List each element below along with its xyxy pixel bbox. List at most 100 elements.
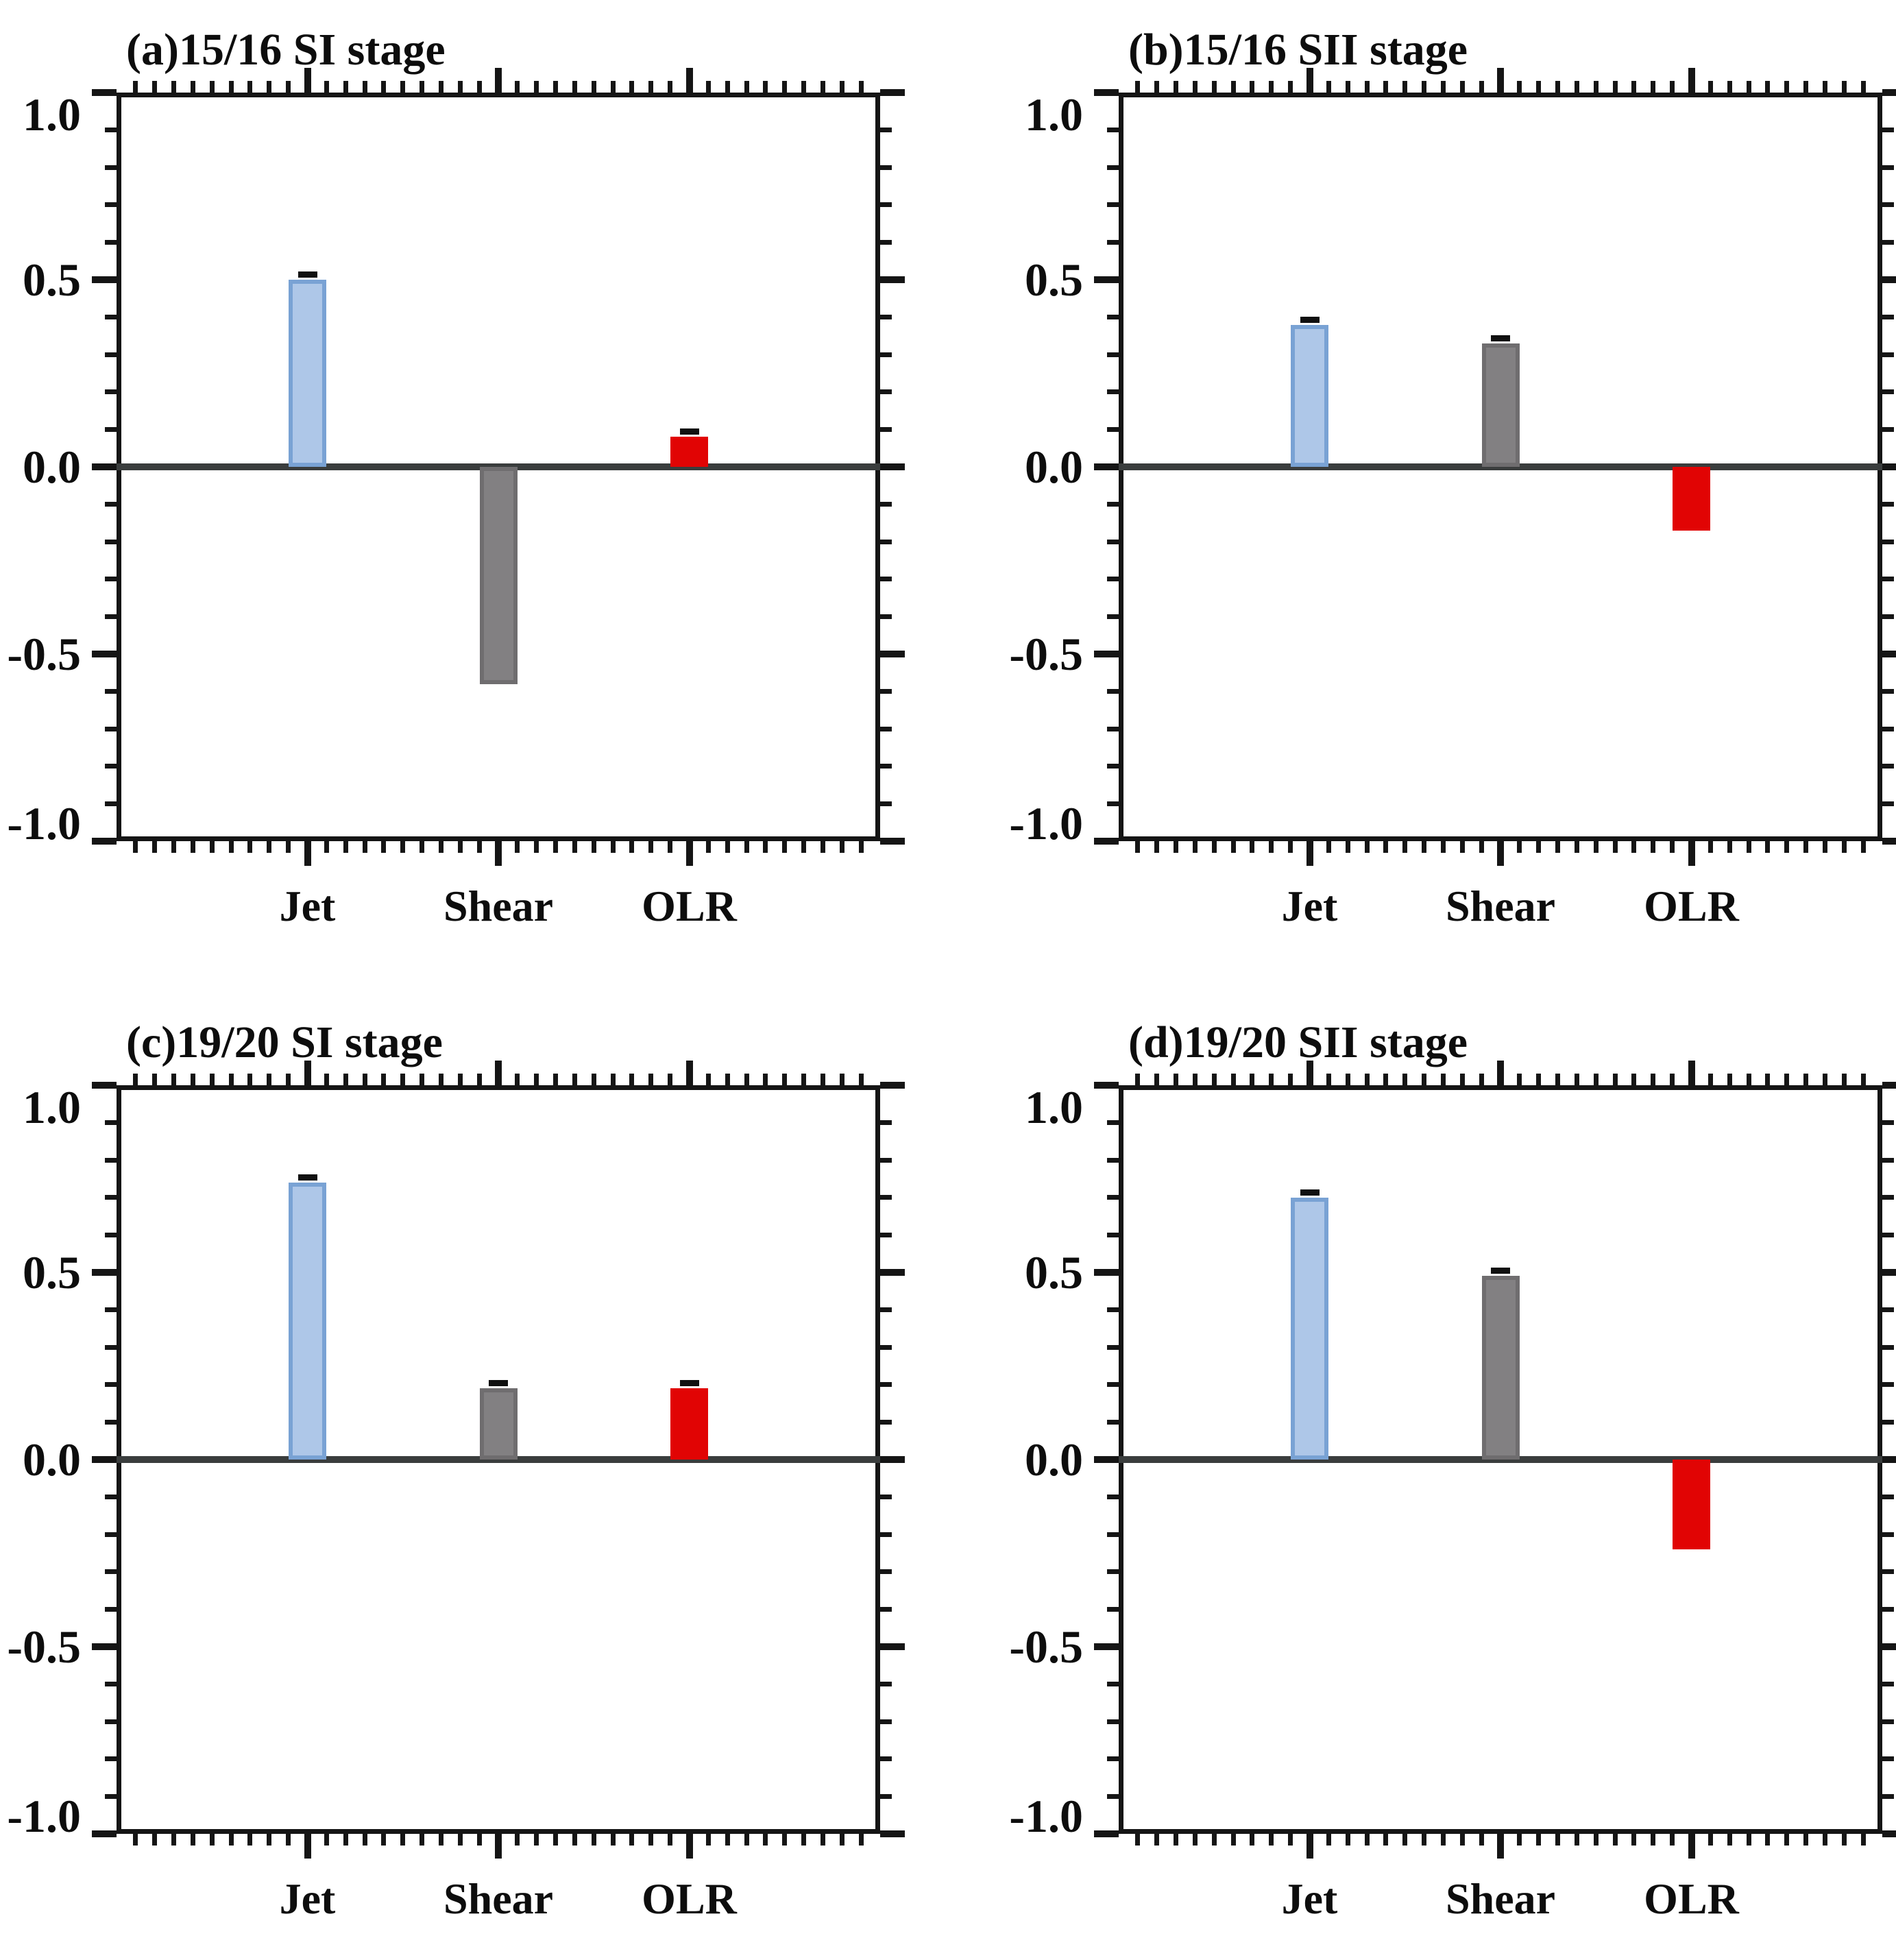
y-minor-tick — [1107, 1682, 1119, 1687]
x-minor-tick — [1402, 1834, 1408, 1846]
x-minor-tick — [1250, 1834, 1255, 1846]
bar-olr — [670, 1388, 708, 1460]
x-minor-tick — [362, 81, 367, 93]
bar-olr — [670, 437, 708, 467]
x-minor-tick — [247, 841, 253, 853]
x-minor-tick — [1593, 81, 1599, 93]
x-minor-tick — [420, 1834, 425, 1846]
x-minor-tick — [1555, 1834, 1561, 1846]
x-minor-tick — [1479, 81, 1484, 93]
x-minor-tick — [1345, 1074, 1350, 1085]
x-minor-tick — [1727, 1074, 1732, 1085]
y-tick-label: 0.5 — [23, 1246, 81, 1298]
panel-a: (a)15/16 SI stage 1.0 0.5 0.0 -0.5 -1.0 Jet Sh… — [7, 25, 905, 930]
x-minor-tick — [1860, 81, 1866, 93]
x-minor-tick — [591, 1074, 596, 1085]
x-minor-tick — [1459, 841, 1465, 853]
x-minor-tick — [629, 841, 635, 853]
y-major-tick — [1094, 838, 1119, 845]
x-minor-tick — [725, 1074, 730, 1085]
y-minor-tick — [105, 539, 117, 544]
x-minor-tick — [343, 1074, 348, 1085]
x-minor-tick — [839, 841, 844, 853]
x-major-tick — [495, 68, 502, 93]
x-minor-tick — [1803, 81, 1809, 93]
panel-d-title: (d)19/20 SII stage — [1128, 1017, 1468, 1067]
x-minor-tick — [591, 81, 596, 93]
bar-shear — [479, 467, 518, 684]
x-minor-tick — [763, 1834, 768, 1846]
y-minor-tick — [105, 577, 117, 582]
x-minor-tick — [381, 1074, 387, 1085]
x-minor-tick — [400, 1834, 406, 1846]
zero-line — [1119, 463, 1882, 470]
y-minor-tick — [1882, 1307, 1894, 1313]
x-minor-tick — [1593, 1834, 1599, 1846]
x-minor-tick — [1841, 1074, 1847, 1085]
y-minor-tick — [105, 502, 117, 507]
x-minor-tick — [534, 81, 539, 93]
y-tick-label: 1.0 — [1025, 88, 1083, 141]
y-minor-tick — [1882, 1756, 1894, 1762]
x-label-shear: Shear — [443, 1874, 553, 1923]
x-minor-tick — [247, 81, 253, 93]
y-minor-tick — [880, 801, 892, 806]
x-minor-tick — [725, 841, 730, 853]
x-minor-tick — [438, 841, 443, 853]
y-minor-tick — [880, 1793, 892, 1799]
x-major-tick — [1497, 1834, 1504, 1859]
x-minor-tick — [1593, 841, 1599, 853]
x-minor-tick — [1746, 81, 1751, 93]
panel-a-title: (a)15/16 SI stage — [126, 25, 446, 75]
error-bar-cap — [679, 428, 699, 435]
panel-b-title: (b)15/16 SII stage — [1128, 25, 1468, 75]
x-minor-tick — [1784, 1074, 1790, 1085]
x-minor-tick — [1746, 1834, 1751, 1846]
y-minor-tick — [1107, 539, 1119, 544]
x-minor-tick — [1727, 81, 1732, 93]
bar-olr — [1673, 467, 1710, 531]
zero-line — [1119, 1456, 1882, 1463]
y-minor-tick — [105, 1719, 117, 1724]
x-minor-tick — [705, 81, 711, 93]
x-minor-tick — [705, 841, 711, 853]
y-minor-tick — [880, 389, 892, 395]
x-minor-tick — [572, 841, 577, 853]
x-minor-tick — [1269, 81, 1274, 93]
y-minor-tick — [880, 1382, 892, 1388]
y-minor-tick — [1107, 1606, 1119, 1612]
bar-jet — [289, 280, 326, 467]
x-minor-tick — [515, 1074, 520, 1085]
y-major-tick — [880, 89, 905, 96]
x-minor-tick — [820, 841, 825, 853]
y-minor-tick — [1107, 1195, 1119, 1200]
y-major-tick — [1094, 1269, 1119, 1276]
y-minor-tick — [1882, 1195, 1894, 1200]
panel-b: (b)15/16 SII stage 1.0 0.5 0.0 -0.5 -1.0 Jet S… — [1009, 25, 1896, 930]
y-minor-tick — [105, 1756, 117, 1762]
y-major-tick — [1882, 1643, 1896, 1650]
x-minor-tick — [763, 841, 768, 853]
x-minor-tick — [801, 1834, 807, 1846]
y-minor-tick — [880, 1719, 892, 1724]
y-minor-tick — [105, 128, 117, 133]
y-minor-tick — [1107, 1756, 1119, 1762]
x-minor-tick — [1479, 1074, 1484, 1085]
x-major-tick — [685, 1834, 693, 1859]
x-minor-tick — [286, 1074, 291, 1085]
y-major-tick — [880, 276, 905, 283]
y-minor-tick — [880, 128, 892, 133]
x-minor-tick — [610, 1834, 616, 1846]
x-minor-tick — [171, 841, 177, 853]
y-minor-tick — [105, 239, 117, 245]
x-minor-tick — [1154, 841, 1160, 853]
y-minor-tick — [1882, 1344, 1894, 1350]
error-bar-cap — [1491, 335, 1510, 341]
y-minor-tick — [1107, 389, 1119, 395]
y-minor-tick — [880, 165, 892, 170]
x-minor-tick — [1746, 1074, 1751, 1085]
y-major-tick — [92, 276, 117, 283]
x-minor-tick — [1211, 1834, 1217, 1846]
y-minor-tick — [105, 1382, 117, 1388]
x-minor-tick — [1860, 1834, 1866, 1846]
